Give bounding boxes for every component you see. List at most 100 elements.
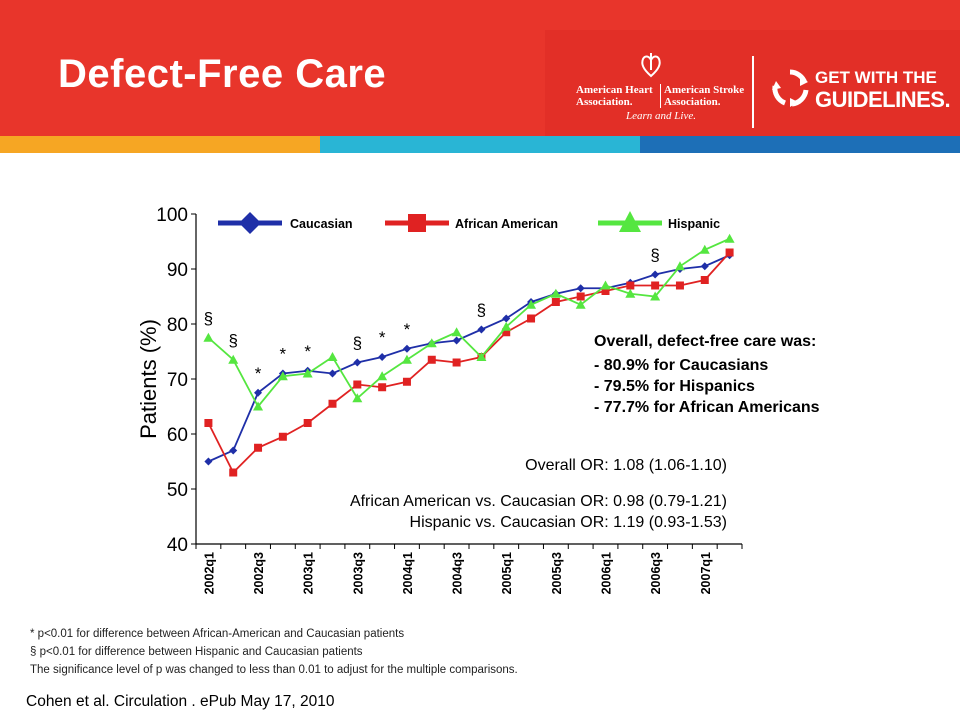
data-point-caucasian (328, 369, 337, 378)
summary-line: - 80.9% for Caucasians (594, 357, 768, 374)
asterisk-marker: * (379, 328, 386, 347)
stripe-orange (0, 136, 320, 153)
data-point-african-american (502, 328, 511, 337)
data-point-hispanic (550, 288, 561, 298)
aha-line2: Association. (576, 96, 633, 108)
data-point-caucasian (477, 325, 486, 334)
recycle-arrows-icon (772, 69, 809, 107)
data-point-hispanic (476, 352, 487, 361)
x-tick-label: 2004q1 (401, 552, 415, 594)
data-point-african-american (551, 298, 560, 306)
data-point-african-american (527, 314, 536, 323)
data-point-hispanic (699, 244, 710, 254)
data-point-hispanic (650, 291, 661, 301)
torch-heart-icon (641, 53, 661, 78)
y-tick-label: 60 (167, 425, 188, 446)
data-point-african-american (402, 377, 411, 386)
data-point-african-american (725, 248, 734, 257)
asa-logo-text: American Stroke Association. (664, 84, 744, 108)
section-marker: § (477, 301, 486, 320)
stripe-blue (640, 136, 960, 153)
odds-ratio-text: African American vs. Caucasian OR: 0.98 … (350, 493, 727, 510)
data-point-caucasian (378, 353, 387, 361)
aha-tagline: Learn and Live. (626, 110, 696, 122)
asterisk-marker: * (304, 342, 311, 361)
stripe-cyan (320, 136, 640, 153)
legend-marker-square (408, 214, 426, 232)
data-point-caucasian (229, 446, 238, 455)
aha-line1: American Heart (576, 84, 653, 96)
summary-line: - 77.7% for African Americans (594, 399, 820, 416)
data-point-hispanic (426, 338, 437, 348)
data-point-african-american (427, 355, 436, 364)
x-tick-label: 2007q1 (699, 552, 713, 594)
data-point-hispanic (377, 371, 388, 381)
data-point-hispanic (277, 371, 288, 381)
odds-ratio-text: Overall OR: 1.08 (1.06-1.10) (525, 457, 727, 474)
gwtg-line2: GUIDELINES. (815, 87, 951, 112)
data-point-african-american (229, 468, 238, 477)
section-marker: § (228, 331, 237, 350)
section-marker: § (204, 309, 213, 328)
data-point-african-american (452, 358, 461, 367)
data-point-hispanic (401, 354, 412, 364)
y-axis-label: Patients (%) (136, 319, 161, 439)
y-tick-label: 40 (167, 535, 188, 556)
data-point-caucasian (452, 336, 461, 345)
y-tick-label: 70 (167, 370, 188, 391)
slide-title: Defect-Free Care (58, 52, 387, 96)
data-point-caucasian (651, 270, 660, 279)
data-point-hispanic (501, 321, 512, 331)
series-line-caucasian (208, 254, 730, 463)
footnote-significance: The significance level of p was changed … (30, 664, 518, 676)
gwtg-line1: GET WITH THE (815, 68, 937, 87)
x-tick-label: 2004q3 (451, 552, 465, 594)
y-tick-label: 100 (156, 205, 188, 226)
data-point-african-american (601, 287, 610, 295)
data-point-hispanic (203, 332, 214, 342)
data-point-hispanic (724, 233, 735, 243)
legend-label: Hispanic (668, 217, 720, 231)
logo-separator (660, 84, 661, 108)
data-point-caucasian (204, 457, 213, 466)
x-tick-label: 2003q1 (302, 552, 316, 594)
citation: Cohen et al. Circulation . ePub May 17, … (26, 693, 335, 710)
series-line-hispanic (207, 237, 730, 409)
data-point-african-american (204, 419, 213, 427)
series-line-african-american (207, 251, 731, 475)
legend-label: African American (455, 217, 558, 231)
data-point-african-american (353, 380, 362, 389)
data-point-african-american (626, 281, 635, 290)
data-point-african-american (278, 432, 287, 441)
asa-line2: Association. (664, 96, 721, 108)
data-point-hispanic (674, 261, 685, 271)
x-tick-label: 2005q1 (500, 552, 514, 594)
footnote-section: § p<0.01 for difference between Hispanic… (30, 646, 363, 658)
data-point-african-american (576, 292, 585, 301)
logo-divider (752, 56, 754, 128)
asterisk-marker: * (404, 320, 411, 339)
y-tick-label: 90 (167, 260, 188, 281)
data-point-hispanic (228, 354, 239, 364)
section-marker: § (650, 246, 659, 265)
data-point-caucasian (576, 284, 585, 293)
data-point-african-american (328, 399, 337, 408)
asa-line1: American Stroke (664, 84, 745, 96)
x-tick-label: 2003q3 (351, 552, 365, 594)
legend-marker-triangle (619, 211, 641, 232)
data-point-hispanic (575, 299, 586, 309)
data-point-caucasian (700, 262, 709, 271)
data-point-hispanic (253, 401, 264, 411)
data-point-african-american (675, 281, 684, 290)
summary-line: - 79.5% for Hispanics (594, 378, 755, 395)
data-point-caucasian (254, 388, 263, 397)
data-point-hispanic (625, 288, 636, 298)
x-tick-label: 2005q3 (550, 552, 564, 594)
asterisk-marker: * (255, 364, 262, 383)
data-point-caucasian (402, 344, 411, 353)
asterisk-marker: * (280, 345, 287, 364)
data-point-caucasian (353, 358, 362, 367)
y-tick-label: 50 (167, 480, 188, 501)
section-marker: § (353, 334, 362, 353)
